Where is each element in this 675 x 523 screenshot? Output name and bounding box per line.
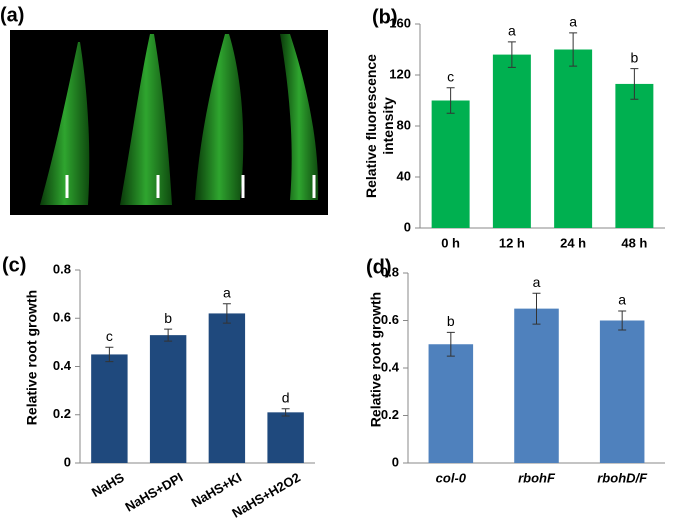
significance-letter: a: [618, 292, 626, 308]
error-bar: [569, 32, 578, 67]
y-tick-label: 0.4: [53, 358, 72, 373]
y-axis-label: Relative root growth: [367, 291, 384, 428]
x-tick-label: 48 h: [621, 235, 647, 250]
panel-label: (c): [2, 254, 26, 276]
y-tick-label: 120: [389, 66, 411, 81]
time-label: 2d: [282, 11, 297, 26]
y-tick-label: 0: [392, 454, 399, 469]
panel-label: (d): [366, 256, 392, 278]
time-label: 0h: [47, 11, 62, 26]
error-bar: [532, 292, 541, 325]
bar: [492, 54, 531, 228]
x-tick-label: NaHS+DPI: [122, 470, 185, 515]
error-bar: [222, 303, 231, 324]
root: [40, 42, 90, 205]
root: [120, 34, 172, 205]
bar: [149, 335, 187, 463]
x-tick-label: rbohF: [518, 470, 556, 485]
bar: [428, 344, 474, 463]
error-bar: [507, 41, 516, 68]
x-tick-label: 12 h: [499, 235, 525, 250]
error-bar: [105, 346, 114, 363]
y-tick-label: 0: [404, 219, 411, 234]
significance-letter: a: [569, 14, 577, 30]
y-tick-label: 0.2: [381, 407, 399, 422]
bar: [554, 49, 593, 228]
y-axis-label: Relative fluorescence intensity: [363, 54, 396, 198]
bar: [267, 412, 304, 463]
significance-letter: b: [630, 49, 638, 65]
y-tick-label: 0: [64, 454, 71, 469]
bar: [599, 320, 645, 463]
x-tick-label: col-0: [436, 470, 467, 485]
bar: [208, 313, 246, 463]
y-tick-label: 0.6: [381, 312, 399, 327]
error-bar: [630, 68, 639, 100]
time-label: 1d: [214, 11, 229, 26]
x-tick-label: rbohD/F: [597, 470, 648, 485]
y-tick-label: 0.4: [381, 359, 400, 374]
error-bar: [618, 310, 627, 331]
y-tick-label: 0.8: [381, 264, 399, 279]
x-tick-label: 0 h: [441, 235, 460, 250]
root: [195, 34, 244, 200]
bar: [431, 100, 470, 228]
error-bar: [446, 331, 455, 357]
significance-letter: c: [447, 68, 454, 84]
y-axis-label: Relative root growth: [23, 289, 40, 426]
bar: [615, 83, 654, 228]
y-tick-label: 0.2: [53, 406, 71, 421]
bar: [91, 354, 128, 463]
significance-letter: c: [106, 328, 113, 344]
error-bar: [446, 87, 455, 114]
significance-letter: b: [447, 313, 455, 329]
error-bar: [281, 408, 290, 417]
y-tick-label: 160: [389, 15, 411, 30]
y-tick-label: 0.8: [53, 261, 71, 276]
significance-letter: a: [533, 274, 541, 290]
y-tick-label: 0.6: [53, 310, 71, 325]
root: [280, 34, 319, 200]
x-tick-label: 24 h: [560, 235, 586, 250]
significance-letter: a: [223, 284, 231, 300]
scale-bars: [65, 175, 316, 198]
time-label: 12h: [132, 11, 154, 26]
panel-label: (a): [0, 4, 24, 26]
bar: [514, 308, 559, 463]
x-tick-label: NaHS: [89, 469, 127, 499]
panel-label: (b): [372, 6, 398, 28]
significance-letter: b: [164, 310, 172, 326]
significance-letter: a: [508, 23, 516, 39]
y-tick-label: 40: [397, 168, 411, 183]
error-bar: [164, 328, 173, 342]
significance-letter: d: [282, 389, 290, 405]
y-tick-label: 80: [397, 117, 411, 132]
